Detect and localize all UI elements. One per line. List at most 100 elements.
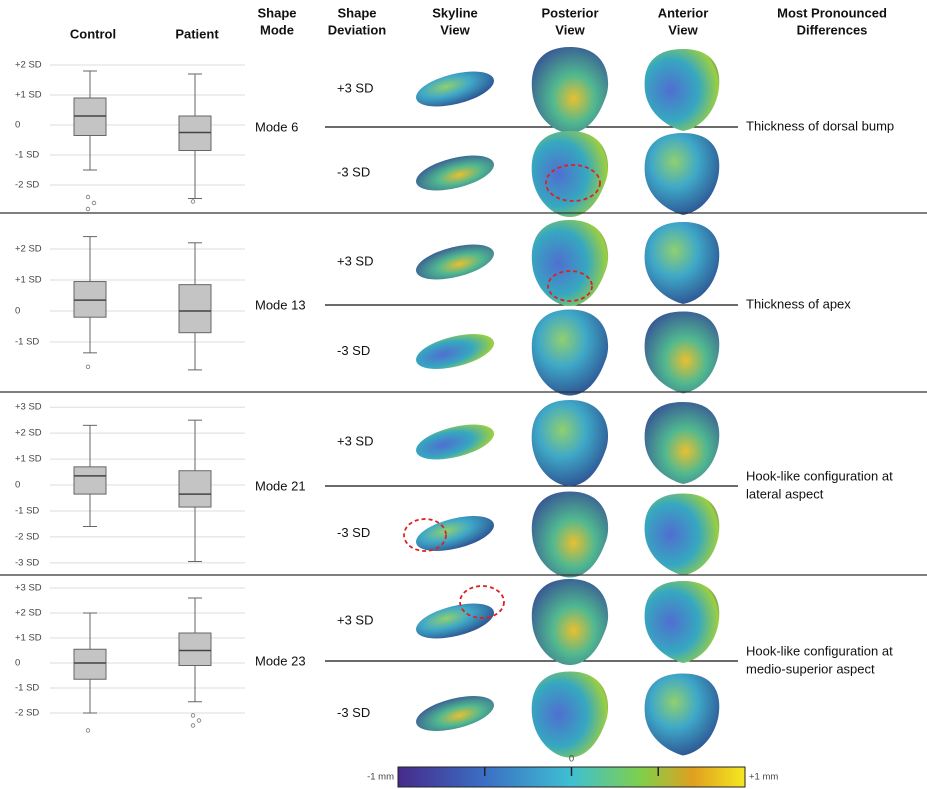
y-tick-label: 0 (15, 306, 20, 317)
anterior-render (644, 402, 720, 484)
colorbar-label: -1 mm (367, 772, 394, 783)
shape-deviation: +3 SD (337, 80, 374, 95)
difference: Thickness of dorsal bump (746, 118, 894, 133)
y-tick-label: -2 SD (15, 180, 39, 191)
posterior-render (531, 400, 609, 486)
outlier (196, 718, 202, 723)
skyline-render (416, 155, 494, 191)
column-header: Shape (337, 5, 376, 20)
colorbar-label: 0 (569, 754, 574, 765)
skyline-render (416, 696, 494, 731)
y-tick-label: -1 SD (15, 150, 39, 161)
y-tick-label: +2 SD (15, 608, 42, 619)
y-tick-label: +2 SD (15, 428, 42, 439)
y-tick-label: 0 (15, 120, 20, 131)
shape-deviation: -3 SD (337, 705, 370, 720)
skyline-render (416, 244, 494, 280)
difference: Hook-like configuration at (746, 468, 893, 483)
outlier (85, 206, 91, 212)
y-tick-label: +1 SD (15, 90, 42, 101)
anterior-render (644, 49, 720, 131)
highlight-circle (459, 585, 505, 619)
posterior-render (531, 220, 609, 306)
anterior-render (644, 133, 720, 215)
anterior-render (644, 581, 720, 663)
column-header: Patient (175, 26, 219, 41)
difference: Thickness of apex (746, 296, 851, 311)
highlight-circle (547, 270, 593, 302)
outlier (190, 723, 196, 728)
column-header: Shape (257, 5, 296, 20)
column-header: View (555, 22, 585, 37)
outlier (190, 199, 196, 204)
column-header: Deviation (328, 22, 387, 37)
shape-deviation: -3 SD (337, 343, 370, 358)
colorbar-label: +1 mm (749, 772, 778, 783)
outlier (85, 728, 91, 733)
y-tick-label: +2 SD (15, 60, 42, 71)
outlier (91, 200, 97, 206)
y-tick-label: +3 SD (15, 583, 42, 594)
y-tick-label: -1 SD (15, 683, 39, 694)
shape-mode: Mode 21 (255, 478, 306, 493)
posterior-render (531, 491, 609, 578)
anterior-render (644, 222, 720, 304)
y-tick-label: 0 (15, 658, 20, 669)
outlier (85, 364, 91, 369)
y-tick-label: +1 SD (15, 275, 42, 286)
shape-deviation: -3 SD (337, 164, 370, 179)
y-tick-label: +1 SD (15, 454, 42, 465)
shape-deviation: -3 SD (337, 525, 370, 540)
y-tick-label: +1 SD (15, 633, 42, 644)
column-header: View (668, 22, 698, 37)
outlier (85, 194, 91, 200)
box (73, 648, 107, 680)
shape-deviation: +3 SD (337, 433, 374, 448)
posterior-render (531, 131, 609, 217)
box (178, 470, 212, 508)
skyline-render (416, 334, 494, 369)
column-header: Control (70, 26, 116, 41)
column-header: View (440, 22, 470, 37)
anterior-render (644, 673, 720, 756)
shape-deviation: +3 SD (337, 253, 374, 268)
column-header: Mode (260, 22, 294, 37)
box (73, 466, 107, 495)
skyline-render (416, 71, 494, 107)
shape-mode: Mode 13 (255, 297, 306, 312)
difference: medio-superior aspect (746, 661, 875, 676)
posterior-render (531, 579, 609, 665)
skyline-render (416, 516, 494, 551)
difference: lateral aspect (746, 486, 824, 501)
highlight-circle (545, 164, 601, 202)
posterior-render (531, 309, 609, 396)
column-header: Differences (797, 22, 868, 37)
column-header: Anterior (658, 5, 709, 20)
difference: Hook-like configuration at (746, 643, 893, 658)
y-tick-label: -2 SD (15, 708, 39, 719)
y-tick-label: +3 SD (15, 402, 42, 413)
y-tick-label: -1 SD (15, 505, 39, 516)
y-tick-label: -3 SD (15, 557, 39, 568)
skyline-render (416, 424, 494, 460)
posterior-render (531, 671, 609, 758)
shape-deviation: +3 SD (337, 612, 374, 627)
box (178, 632, 212, 666)
y-tick-label: -1 SD (15, 337, 39, 348)
shape-mode: Mode 23 (255, 653, 306, 668)
box (73, 281, 107, 318)
highlight-circle (403, 518, 447, 552)
y-tick-label: 0 (15, 480, 20, 491)
anterior-render (644, 493, 720, 576)
y-tick-label: -2 SD (15, 531, 39, 542)
skyline-render (416, 603, 494, 639)
column-header: Skyline (432, 5, 478, 20)
column-header: Most Pronounced (777, 5, 887, 20)
outlier (190, 713, 196, 718)
anterior-render (644, 311, 720, 394)
column-header: Posterior (541, 5, 598, 20)
y-tick-label: +2 SD (15, 244, 42, 255)
box (178, 284, 212, 334)
shape-mode: Mode 6 (255, 119, 298, 134)
